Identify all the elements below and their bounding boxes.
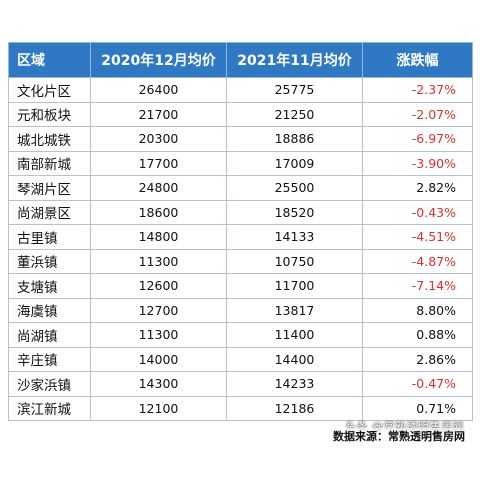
header-nov2021: 2021年11月均价 [226,42,363,78]
area-cell: 元和板块 [8,101,91,127]
nov2021-cell: 14133 [226,224,363,250]
change-cell: 0.71% [362,395,473,421]
area-cell: 董浜镇 [8,248,91,274]
dec2020-cell: 26400 [90,77,227,103]
dec2020-cell: 14300 [90,371,227,397]
nov2021-cell: 12186 [226,395,363,421]
dec2020-cell: 12100 [90,395,227,421]
dec2020-cell: 24800 [90,175,227,201]
area-cell: 沙家浜镇 [8,371,91,397]
change-cell: -6.97% [362,126,473,152]
table-row: 支塘镇 12600 11700 -7.14% [8,273,473,299]
nov2021-cell: 13817 [226,297,363,323]
change-cell: -4.87% [362,248,473,274]
nov2021-cell: 21250 [226,101,363,127]
change-cell: -7.14% [362,273,473,299]
area-cell: 城北城铁 [8,126,91,152]
table-row: 辛庄镇 14000 14400 2.86% [8,346,473,372]
area-cell: 辛庄镇 [8,346,91,372]
nov2021-cell: 14400 [226,346,363,372]
change-cell: 2.82% [362,175,473,201]
table-row: 文化片区 26400 25775 -2.37% [8,77,473,103]
change-cell: -2.07% [362,101,473,127]
dec2020-cell: 14000 [90,346,227,372]
dec2020-cell: 11300 [90,248,227,274]
dec2020-cell: 11300 [90,322,227,348]
dec2020-cell: 21700 [90,101,227,127]
table-body: 文化片区 26400 25775 -2.37% 元和板块 21700 21250 -2.07%… [8,77,473,421]
nov2021-cell: 17009 [226,150,363,176]
dec2020-cell: 12700 [90,297,227,323]
change-cell: -3.90% [362,150,473,176]
area-cell: 支塘镇 [8,273,91,299]
dec2020-cell: 12600 [90,273,227,299]
dec2020-cell: 14800 [90,224,227,250]
change-cell: 0.88% [362,322,473,348]
nov2021-cell: 11700 [226,273,363,299]
nov2021-cell: 18886 [226,126,363,152]
source-note: 数据来源：常熟透明售房网 [333,428,465,444]
table-row: 滨江新城 12100 12186 0.71% [8,395,473,421]
area-cell: 琴湖片区 [8,175,91,201]
header-change: 涨跌幅 [362,42,473,78]
table-row: 元和板块 21700 21250 -2.07% [8,101,473,127]
table-row: 南部新城 17700 17009 -3.90% [8,150,473,176]
dec2020-cell: 17700 [90,150,227,176]
area-cell: 尚湖景区 [8,199,91,225]
change-cell: -0.47% [362,371,473,397]
nov2021-cell: 10750 [226,248,363,274]
nov2021-cell: 25500 [226,175,363,201]
change-cell: 2.86% [362,346,473,372]
dec2020-cell: 18600 [90,199,227,225]
header-area: 区域 [8,42,91,78]
table-row: 沙家浜镇 14300 14233 -0.47% [8,371,473,397]
price-table: 区域 2020年12月均价 2021年11月均价 涨跌幅 文化片区 26400 25… [8,42,473,421]
header-dec2020: 2020年12月均价 [90,42,227,78]
change-cell: -2.37% [362,77,473,103]
area-cell: 南部新城 [8,150,91,176]
change-cell: -4.51% [362,224,473,250]
table-row: 海虞镇 12700 13817 8.80% [8,297,473,323]
table-row: 琴湖片区 24800 25500 2.82% [8,175,473,201]
table-row: 古里镇 14800 14133 -4.51% [8,224,473,250]
table-row: 城北城铁 20300 18886 -6.97% [8,126,473,152]
top-band [0,0,480,28]
area-cell: 滨江新城 [8,395,91,421]
nov2021-cell: 18520 [226,199,363,225]
area-cell: 文化片区 [8,77,91,103]
nov2021-cell: 25775 [226,77,363,103]
change-cell: 8.80% [362,297,473,323]
area-cell: 古里镇 [8,224,91,250]
table-row: 董浜镇 11300 10750 -4.87% [8,248,473,274]
price-table-container: 区域 2020年12月均价 2021年11月均价 涨跌幅 文化片区 26400 25… [8,42,473,421]
area-cell: 尚湖镇 [8,322,91,348]
dec2020-cell: 20300 [90,126,227,152]
header-row: 区域 2020年12月均价 2021年11月均价 涨跌幅 [8,42,473,78]
nov2021-cell: 11400 [226,322,363,348]
area-cell: 海虞镇 [8,297,91,323]
nov2021-cell: 14233 [226,371,363,397]
table-row: 尚湖镇 11300 11400 0.88% [8,322,473,348]
table-row: 尚湖景区 18600 18520 -0.43% [8,199,473,225]
change-cell: -0.43% [362,199,473,225]
